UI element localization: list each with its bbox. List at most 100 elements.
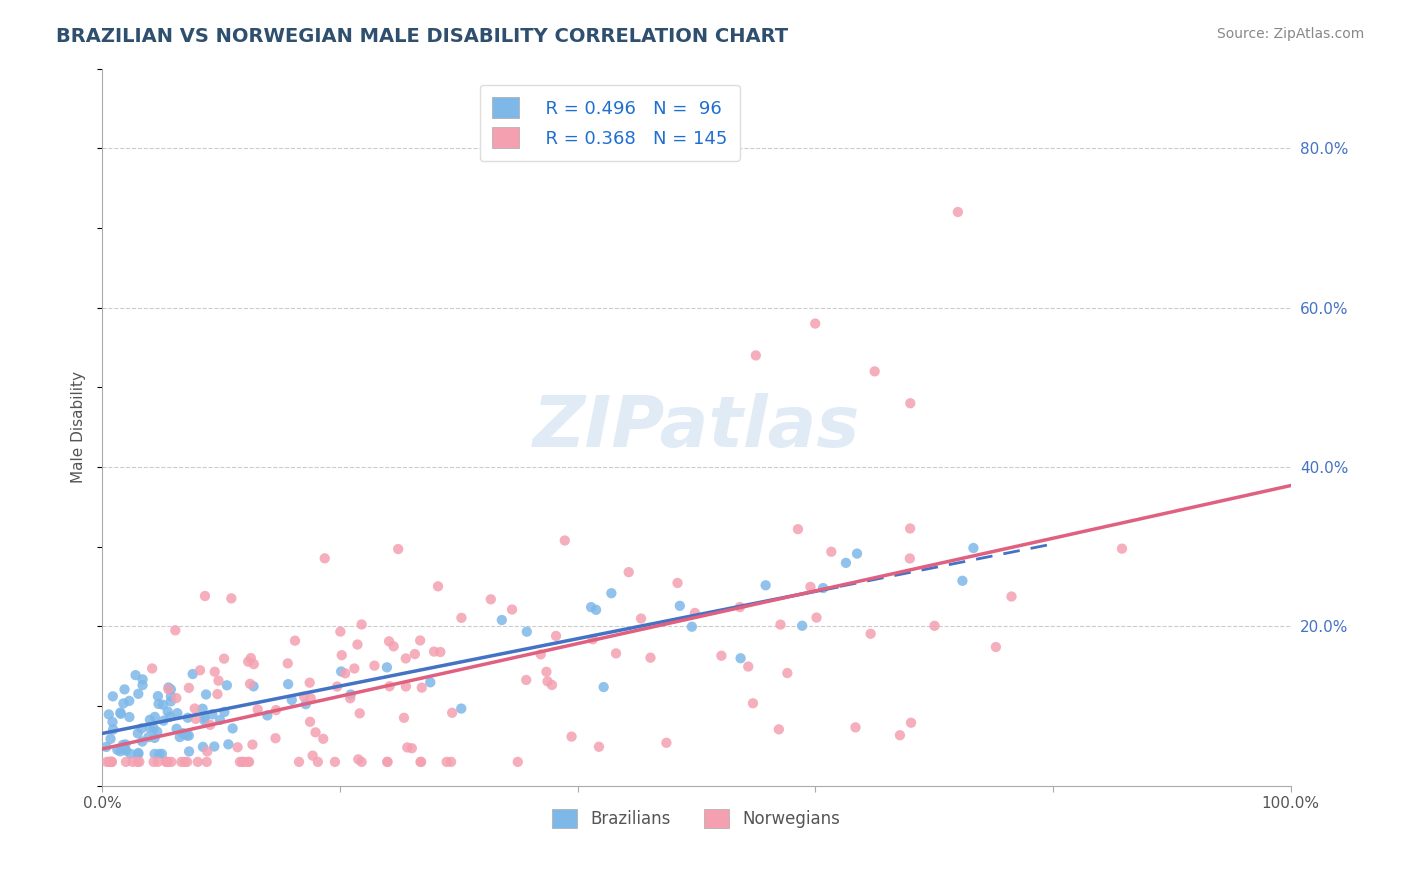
Point xyxy=(159,710,181,724)
Point xyxy=(143,747,166,761)
Point xyxy=(411,681,433,695)
Point xyxy=(387,542,409,557)
Point xyxy=(312,731,335,746)
Point xyxy=(120,747,142,761)
Point xyxy=(820,545,842,559)
Point xyxy=(150,747,173,761)
Point xyxy=(146,689,169,703)
Point xyxy=(184,712,207,726)
Point xyxy=(166,722,188,736)
Point xyxy=(173,727,195,741)
Point xyxy=(898,551,921,566)
Point xyxy=(124,668,146,682)
Point xyxy=(681,620,703,634)
Point xyxy=(191,702,214,716)
Point xyxy=(101,755,124,769)
Point xyxy=(127,687,149,701)
Point xyxy=(924,619,946,633)
Point xyxy=(160,755,183,769)
Point xyxy=(242,738,264,752)
Point xyxy=(335,666,357,681)
Point xyxy=(141,661,163,675)
Point xyxy=(277,677,299,691)
Point xyxy=(159,694,181,708)
Point xyxy=(742,696,765,710)
Point xyxy=(506,755,529,769)
Point xyxy=(441,706,464,720)
Point xyxy=(105,743,128,757)
Text: ZIPatlas: ZIPatlas xyxy=(533,392,860,462)
Point xyxy=(239,677,262,691)
Point xyxy=(118,694,141,708)
Point xyxy=(436,755,458,769)
Point xyxy=(962,541,984,555)
Point xyxy=(288,755,311,769)
Point xyxy=(745,348,768,362)
Point xyxy=(138,730,160,744)
Point xyxy=(131,673,153,687)
Point xyxy=(378,634,401,648)
Point xyxy=(277,657,299,671)
Point xyxy=(946,205,969,219)
Point xyxy=(110,706,132,720)
Point xyxy=(329,624,352,639)
Point xyxy=(382,640,405,654)
Legend: Brazilians, Norwegians: Brazilians, Norwegians xyxy=(546,802,848,835)
Point xyxy=(242,679,264,693)
Point xyxy=(536,674,558,689)
Point xyxy=(169,730,191,744)
Point xyxy=(479,592,502,607)
Point xyxy=(221,722,243,736)
Point xyxy=(201,707,224,722)
Point xyxy=(409,633,432,648)
Point xyxy=(236,755,259,769)
Point xyxy=(683,606,706,620)
Point xyxy=(491,613,513,627)
Point xyxy=(191,739,214,754)
Point xyxy=(246,702,269,716)
Point xyxy=(143,710,166,724)
Point xyxy=(585,603,607,617)
Point xyxy=(588,739,610,754)
Point xyxy=(176,755,198,769)
Point xyxy=(395,680,418,694)
Point xyxy=(900,715,922,730)
Point xyxy=(118,710,141,724)
Point xyxy=(148,747,170,761)
Point xyxy=(131,722,153,736)
Point xyxy=(396,740,419,755)
Point xyxy=(792,619,814,633)
Point xyxy=(617,565,640,579)
Point xyxy=(264,731,287,746)
Point xyxy=(984,640,1007,654)
Point xyxy=(863,364,886,378)
Point xyxy=(710,648,733,663)
Point xyxy=(377,755,399,769)
Point xyxy=(541,678,564,692)
Point xyxy=(378,679,401,693)
Point xyxy=(194,710,217,724)
Point xyxy=(429,645,451,659)
Point xyxy=(156,755,179,769)
Point xyxy=(544,629,567,643)
Point xyxy=(139,713,162,727)
Point xyxy=(799,580,821,594)
Point xyxy=(952,574,974,588)
Point xyxy=(187,755,209,769)
Point xyxy=(101,714,124,729)
Point xyxy=(188,663,211,677)
Point xyxy=(561,730,583,744)
Point xyxy=(165,624,187,638)
Point xyxy=(142,721,165,735)
Point xyxy=(127,755,149,769)
Point xyxy=(411,755,433,769)
Point xyxy=(110,706,132,721)
Point xyxy=(515,673,537,687)
Point xyxy=(339,691,361,706)
Y-axis label: Male Disability: Male Disability xyxy=(72,371,86,483)
Point xyxy=(582,632,605,647)
Point xyxy=(326,680,349,694)
Point xyxy=(238,655,260,669)
Point xyxy=(501,602,523,616)
Point xyxy=(346,638,368,652)
